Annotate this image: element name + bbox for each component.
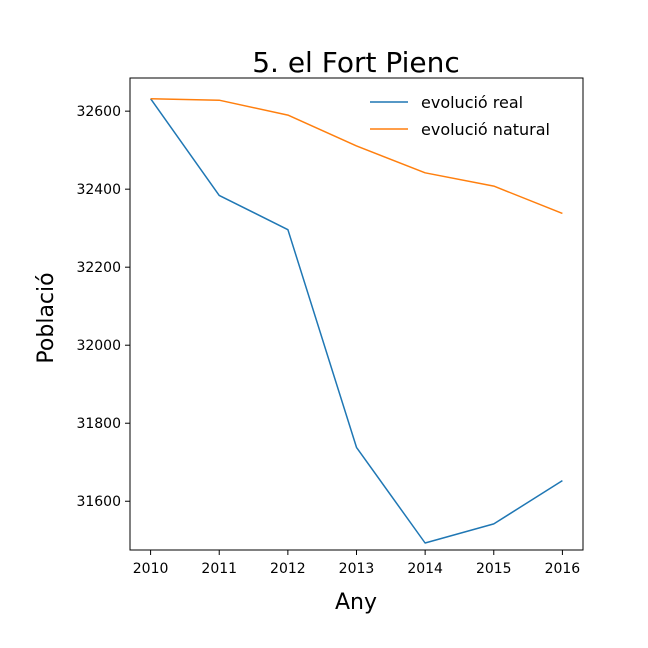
y-axis-label: Població: [34, 272, 59, 363]
y-tick-label: 32600: [76, 104, 121, 120]
x-tick-label: 2016: [545, 561, 581, 577]
x-tick-label: 2010: [133, 561, 169, 577]
y-tick-label: 31800: [76, 416, 121, 432]
x-tick-label: 2011: [201, 561, 237, 577]
plot-area: [129, 77, 584, 551]
x-axis-label: Any: [335, 590, 377, 615]
y-tick-label: 31600: [76, 494, 121, 510]
y-tick-label: 32000: [76, 338, 121, 354]
legend: evolució real evolució natural: [370, 93, 550, 139]
legend-label: evolució real: [421, 93, 523, 112]
legend-label: evolució natural: [421, 120, 550, 139]
x-tick-label: 2013: [339, 561, 375, 577]
series-line-evolucio-natural: [150, 97, 563, 215]
series-line-evolucio-real: [149, 98, 563, 544]
chart-title: 5. el Fort Pienc: [252, 46, 460, 79]
y-tick-label: 32200: [76, 260, 121, 276]
series-group: [149, 97, 563, 544]
x-tick-label: 2012: [270, 561, 306, 577]
x-axis: 2010 2011 2012 2013 2014 2015 2016: [133, 550, 581, 577]
x-tick-label: 2015: [476, 561, 512, 577]
x-tick-label: 2014: [407, 561, 443, 577]
y-tick-label: 32400: [76, 182, 121, 198]
y-axis: 31600 31800 32000 32200 32400 32600: [76, 104, 130, 510]
